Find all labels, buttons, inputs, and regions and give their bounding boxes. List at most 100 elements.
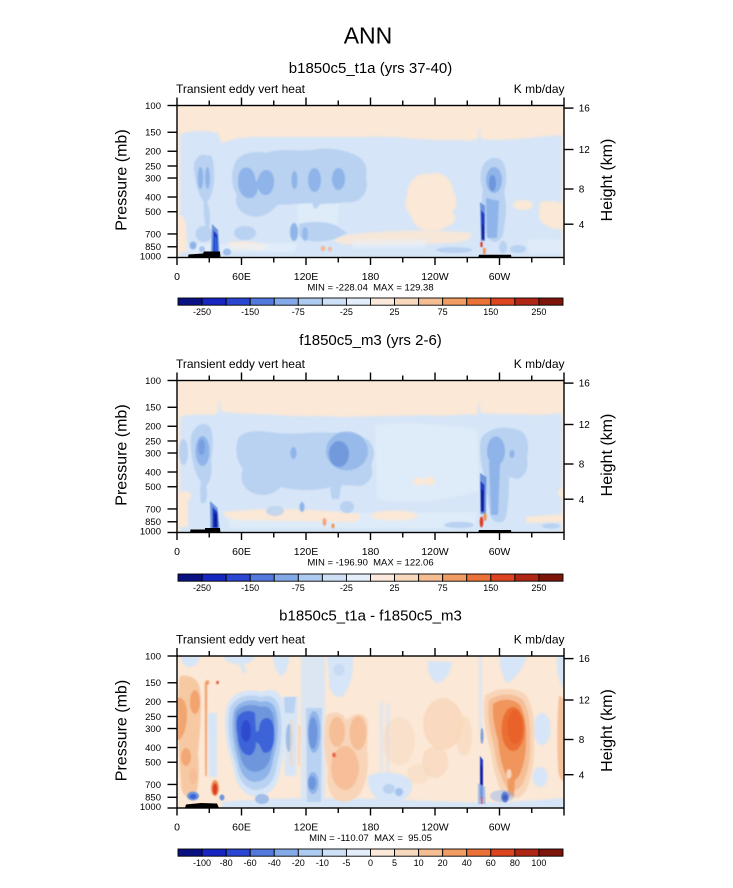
svg-text:-75: -75: [292, 307, 305, 317]
svg-text:400: 400: [145, 467, 161, 478]
svg-text:8: 8: [579, 185, 585, 196]
svg-text:150: 150: [483, 583, 498, 593]
svg-text:1000: 1000: [140, 802, 161, 813]
svg-text:300: 300: [145, 724, 161, 735]
svg-text:60W: 60W: [489, 546, 511, 558]
svg-text:Height (km): Height (km): [599, 414, 616, 497]
svg-text:0: 0: [174, 271, 180, 283]
svg-text:Pressure (mb): Pressure (mb): [114, 404, 131, 505]
svg-text:300: 300: [145, 173, 161, 184]
svg-text:180: 180: [362, 271, 380, 283]
svg-text:150: 150: [145, 128, 161, 139]
svg-text:16: 16: [579, 379, 591, 390]
svg-text:-10: -10: [316, 858, 329, 868]
svg-text:-75: -75: [292, 583, 305, 593]
svg-text:250: 250: [145, 436, 161, 447]
svg-text:60E: 60E: [232, 546, 251, 558]
svg-text:-80: -80: [220, 858, 233, 868]
svg-text:100: 100: [145, 101, 161, 112]
svg-text:ANN: ANN: [344, 23, 393, 49]
svg-text:4: 4: [579, 220, 585, 231]
svg-text:16: 16: [579, 104, 591, 115]
svg-text:-25: -25: [340, 307, 353, 317]
svg-text:150: 150: [145, 403, 161, 414]
svg-text:120W: 120W: [421, 546, 449, 558]
svg-text:Pressure (mb): Pressure (mb): [114, 680, 131, 781]
svg-text:-250: -250: [193, 583, 211, 593]
svg-text:150: 150: [483, 307, 498, 317]
svg-text:300: 300: [145, 448, 161, 459]
svg-text:850: 850: [145, 793, 161, 804]
svg-text:20: 20: [438, 858, 448, 868]
svg-text:120W: 120W: [421, 821, 449, 833]
svg-text:-150: -150: [241, 307, 259, 317]
svg-text:25: 25: [390, 583, 400, 593]
svg-text:250: 250: [531, 307, 546, 317]
svg-text:60E: 60E: [232, 821, 251, 833]
svg-text:250: 250: [145, 161, 161, 172]
svg-text:250: 250: [531, 583, 546, 593]
svg-text:K mb/day: K mb/day: [514, 633, 565, 647]
svg-text:8: 8: [579, 735, 585, 746]
svg-text:4: 4: [579, 770, 585, 781]
svg-text:180: 180: [362, 821, 380, 833]
svg-text:75: 75: [438, 307, 448, 317]
svg-text:500: 500: [145, 758, 161, 769]
svg-text:400: 400: [145, 743, 161, 754]
svg-text:250: 250: [145, 712, 161, 723]
svg-text:150: 150: [145, 678, 161, 689]
svg-text:Height (km): Height (km): [599, 689, 616, 772]
svg-text:100: 100: [145, 651, 161, 662]
svg-text:40: 40: [462, 858, 472, 868]
svg-text:-100: -100: [193, 858, 211, 868]
svg-text:120E: 120E: [294, 546, 319, 558]
svg-text:100: 100: [145, 376, 161, 387]
svg-text:MIN = -110.07 MAX = 95.05: MIN = -110.07 MAX = 95.05: [309, 833, 432, 844]
svg-text:12: 12: [579, 696, 591, 707]
svg-text:10: 10: [414, 858, 424, 868]
svg-text:500: 500: [145, 482, 161, 493]
svg-text:60W: 60W: [489, 821, 511, 833]
svg-text:-60: -60: [244, 858, 257, 868]
svg-text:MIN = -228.04 MAX = 129.38: MIN = -228.04 MAX = 129.38: [307, 282, 433, 293]
svg-text:5: 5: [392, 858, 397, 868]
svg-text:f1850c5_m3 (yrs 2-6): f1850c5_m3 (yrs 2-6): [299, 332, 442, 349]
svg-text:-5: -5: [342, 858, 350, 868]
svg-text:200: 200: [145, 422, 161, 433]
svg-text:MIN = -196.90 MAX = 122.06: MIN = -196.90 MAX = 122.06: [307, 557, 433, 568]
svg-text:200: 200: [145, 697, 161, 708]
svg-text:60: 60: [486, 858, 496, 868]
svg-text:4: 4: [579, 495, 585, 506]
svg-text:Pressure (mb): Pressure (mb): [114, 129, 131, 230]
svg-text:-20: -20: [292, 858, 305, 868]
svg-text:Height (km): Height (km): [599, 139, 616, 222]
svg-text:25: 25: [390, 307, 400, 317]
svg-text:-150: -150: [241, 583, 259, 593]
svg-text:500: 500: [145, 207, 161, 218]
svg-text:8: 8: [579, 460, 585, 471]
svg-text:850: 850: [145, 517, 161, 528]
svg-text:850: 850: [145, 242, 161, 253]
svg-text:60E: 60E: [232, 271, 251, 283]
svg-text:1000: 1000: [140, 251, 161, 262]
svg-text:100: 100: [531, 858, 546, 868]
svg-text:80: 80: [510, 858, 520, 868]
svg-text:b1850c5_t1a (yrs 37-40): b1850c5_t1a (yrs 37-40): [289, 60, 452, 77]
svg-text:700: 700: [145, 780, 161, 791]
svg-text:1000: 1000: [140, 526, 161, 537]
svg-text:12: 12: [579, 420, 591, 431]
svg-text:60W: 60W: [489, 271, 511, 283]
svg-text:120E: 120E: [294, 271, 319, 283]
svg-text:b1850c5_t1a - f1850c5_m3: b1850c5_t1a - f1850c5_m3: [279, 608, 462, 625]
svg-text:Transient eddy vert heat: Transient eddy vert heat: [176, 633, 306, 647]
svg-text:Transient eddy vert heat: Transient eddy vert heat: [176, 357, 306, 371]
svg-text:12: 12: [579, 145, 591, 156]
svg-text:-25: -25: [340, 583, 353, 593]
svg-text:700: 700: [145, 504, 161, 515]
svg-text:0: 0: [174, 821, 180, 833]
svg-text:400: 400: [145, 192, 161, 203]
svg-text:-250: -250: [193, 307, 211, 317]
svg-text:16: 16: [579, 654, 591, 665]
svg-text:200: 200: [145, 147, 161, 158]
svg-text:Transient eddy vert heat: Transient eddy vert heat: [176, 82, 306, 96]
